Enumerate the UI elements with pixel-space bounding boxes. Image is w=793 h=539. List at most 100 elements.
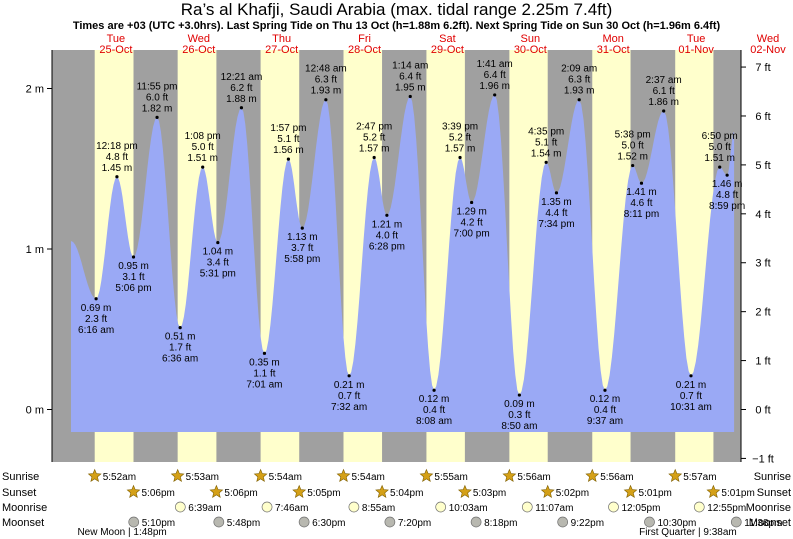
- sun-icon: [126, 484, 141, 498]
- tide-point: [432, 388, 436, 392]
- tide-time: 5:38 pm: [615, 130, 651, 141]
- tide-point: [577, 98, 581, 102]
- tide-ft: 5.0 ft: [622, 141, 644, 152]
- sun-icon: [209, 484, 224, 498]
- moon-phase-label: New Moon | 1:48pm: [77, 527, 166, 538]
- tide-m: 1.46 m: [712, 179, 743, 190]
- tide-point: [286, 157, 291, 161]
- event-time: 5:04pm: [390, 488, 423, 499]
- tide-ft: 3.1 ft: [122, 272, 144, 283]
- event-time: 5:57am: [683, 472, 716, 483]
- event-time: 10:30pm: [657, 518, 696, 529]
- day-name: Tue: [107, 33, 126, 45]
- sun-moon-events: Sunrise Sunrise Sunset Sunset Moonrise Moonri…: [2, 468, 791, 538]
- axes: 0 m 1 m 2 m −1 ft 0 ft 1 ft 2 ft 3 ft 4 ft 5 ft 6 …: [26, 50, 774, 465]
- tide-ft: 6.3 ft: [315, 75, 337, 86]
- chart-title: Ra’s al Khafji, Saudi Arabia (max. tidal…: [181, 0, 613, 19]
- tide-ft: 0.7 ft: [338, 391, 360, 402]
- day-name: Wed: [188, 33, 210, 45]
- day-name: Tue: [687, 33, 706, 45]
- day-date: 26-Oct: [182, 44, 215, 56]
- tide-time: 12:21 am: [221, 72, 263, 83]
- tide-m: 0.12 m: [419, 394, 450, 405]
- tide-ft: 4.8 ft: [106, 152, 128, 163]
- event-time: 8:55am: [362, 503, 395, 514]
- tide-m: 1.45 m: [102, 163, 133, 174]
- moonset-icon: [730, 516, 742, 528]
- tide-m: 1.86 m: [648, 97, 679, 108]
- event-time: 5:53am: [186, 472, 219, 483]
- event-time: 5:55am: [434, 472, 467, 483]
- tide-m: 0.51 m: [165, 332, 196, 343]
- tide-m: 1.51 m: [187, 153, 218, 164]
- tide-m: 1.56 m: [273, 145, 304, 156]
- y-tick-label: 2 m: [26, 84, 44, 96]
- tide-ft: 5.0 ft: [709, 142, 731, 153]
- tide-point: [689, 374, 693, 378]
- tide-ft: 6.3 ft: [568, 75, 590, 86]
- day-name: Thu: [272, 33, 291, 45]
- tide-ft: 5.1 ft: [535, 137, 557, 148]
- event-time: 5:05pm: [307, 488, 340, 499]
- y-tick-ft-label: 3 ft: [755, 258, 770, 270]
- chart-subtitle: Times are +03 (UTC +3.0hrs). Last Spring…: [73, 20, 721, 32]
- sun-icon: [623, 484, 638, 498]
- tide-ft: 6.2 ft: [230, 83, 252, 94]
- sun-icon: [336, 468, 351, 482]
- tide-point: [262, 351, 267, 355]
- moon-phase-label: First Quarter | 9:38am: [639, 527, 737, 538]
- tide-time: 8:50 am: [501, 421, 537, 432]
- day-name: Sat: [439, 33, 456, 45]
- tide-point: [603, 388, 607, 392]
- row-label-right: Sunset: [757, 487, 791, 499]
- tide-point: [493, 93, 497, 97]
- event-time: 5:06pm: [142, 488, 175, 499]
- moonrise-icon: [608, 501, 619, 513]
- tide-point: [324, 98, 328, 102]
- moonrise-icon: [174, 501, 186, 513]
- tide-m: 0.95 m: [118, 261, 149, 272]
- event-time: 5:02pm: [556, 488, 589, 499]
- tide-point: [372, 155, 376, 160]
- day-date: 02-Nov: [750, 44, 786, 56]
- tide-ft: 4.0 ft: [376, 230, 398, 241]
- event-time: 10:03am: [449, 503, 488, 514]
- tide-m: 1.13 m: [287, 232, 318, 243]
- y-tick-ft-label: 0 ft: [755, 405, 770, 417]
- event-time: 5:03pm: [473, 488, 506, 499]
- tide-point: [131, 255, 136, 259]
- event-time: 5:01pm: [639, 488, 672, 499]
- tide-ft: 5.2 ft: [363, 133, 385, 144]
- tide-ft: 4.2 ft: [460, 217, 482, 228]
- tide-m: 1.82 m: [142, 103, 173, 114]
- tide-m: 0.21 m: [334, 380, 365, 391]
- tide-point: [178, 326, 182, 330]
- tide-ft: 5.0 ft: [192, 142, 214, 153]
- tide-m: 1.21 m: [372, 219, 403, 230]
- moonset-icon: [644, 516, 655, 528]
- tide-time: 12:48 am: [305, 64, 347, 75]
- tide-ft: 0.4 ft: [423, 405, 445, 416]
- tide-point: [718, 165, 722, 169]
- tide-point: [201, 165, 205, 169]
- tide-ft: 0.7 ft: [680, 391, 702, 402]
- event-time: 8:18pm: [484, 518, 517, 529]
- tide-ft: 5.1 ft: [277, 134, 299, 145]
- sun-icon: [502, 468, 517, 482]
- tide-ft: 1.7 ft: [169, 343, 191, 354]
- tide-m: 1.35 m: [541, 197, 572, 208]
- tide-ft: 0.4 ft: [594, 405, 616, 416]
- moonrise-icon: [435, 501, 447, 513]
- moonrise-icon: [693, 501, 705, 513]
- tide-m: 0.12 m: [590, 394, 621, 405]
- tide-time: 6:28 pm: [369, 241, 405, 252]
- tide-time: 1:57 pm: [270, 123, 306, 134]
- tide-point: [470, 200, 474, 205]
- y-tick-ft-label: 6 ft: [755, 111, 770, 123]
- tide-ft: 6.4 ft: [484, 70, 506, 81]
- row-label-left: Sunset: [2, 487, 36, 499]
- day-date: 29-Oct: [431, 44, 464, 56]
- tide-time: 8:11 pm: [624, 209, 659, 220]
- tide-m: 1.88 m: [226, 94, 257, 105]
